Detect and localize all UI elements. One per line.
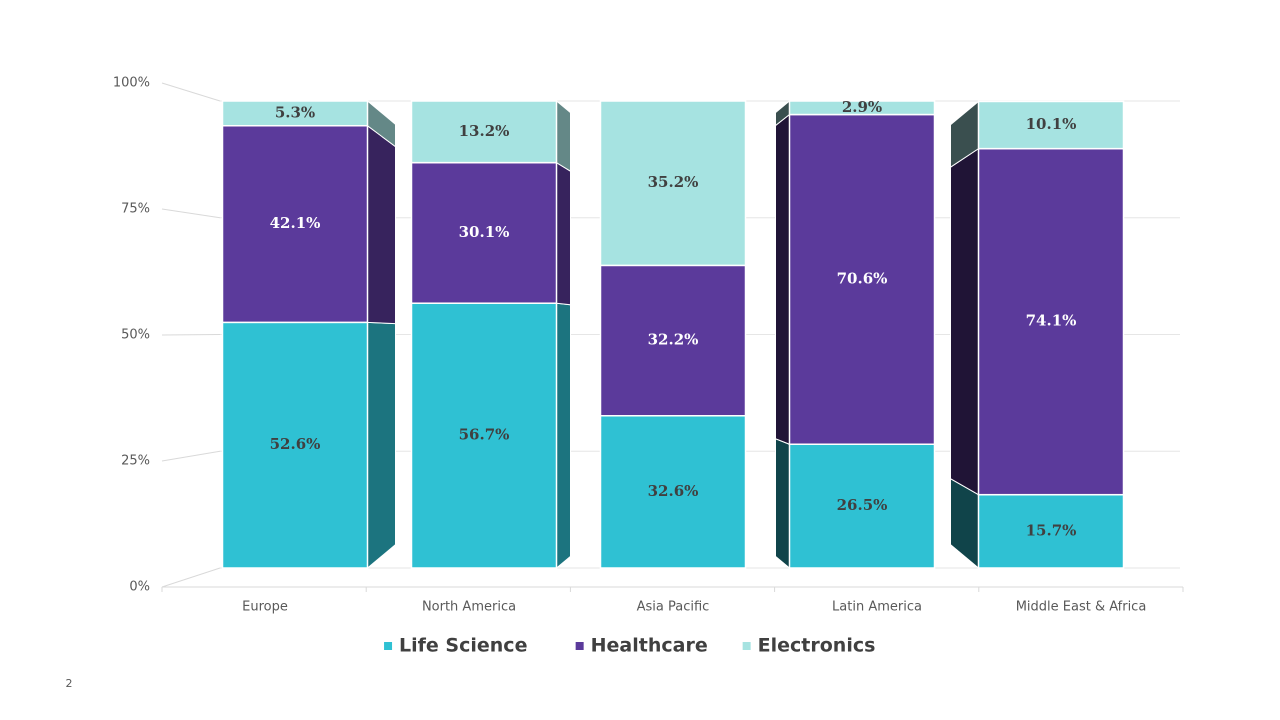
data-label: 56.7% [459,426,510,444]
bar-segment [410,302,558,569]
bar-side [556,99,571,173]
bar-segment [977,147,1125,496]
y-tick-label: 50% [121,328,150,343]
bar-segment [599,100,747,267]
legend-label: Life Science [399,635,527,657]
y-tick-label: 0% [129,580,150,595]
bar-side [367,124,396,325]
bar-segment [599,264,747,417]
x-tick-label: Asia Pacific [637,600,710,615]
bar-segment [221,321,369,569]
x-tick-label: North America [422,600,516,615]
data-label: 2.9% [842,98,882,116]
y-tick-label: 75% [121,202,150,217]
legend-label: Healthcare [591,635,708,657]
bar-side [950,147,979,496]
bar-side [367,321,396,570]
bar-segment [788,113,936,445]
y-tick-label: 25% [121,454,150,469]
x-tick-label: Middle East & Africa [1016,600,1147,615]
bar-side [775,438,790,570]
data-label: 32.6% [648,482,699,500]
data-label: 10.1% [1026,115,1077,133]
bar-segment [410,100,558,164]
slide-number: 2 [66,677,73,690]
data-label: 13.2% [459,122,510,140]
data-label: 70.6% [837,269,888,287]
bar-segment [788,443,936,569]
data-label: 42.1% [270,214,321,232]
bar-segment [599,415,747,569]
y-tick-label: 100% [113,76,150,91]
bar-segment [788,100,936,116]
legend-swatch [575,642,584,650]
data-label: 74.1% [1026,312,1077,330]
data-label: 35.2% [648,173,699,191]
bar-segment [410,161,558,304]
legend-swatch [742,642,751,650]
grid-line [161,82,221,102]
bar-segment [221,125,369,324]
data-label: 15.7% [1026,521,1077,539]
bar-side [775,113,790,445]
grid-line [161,334,221,336]
data-label: 32.2% [648,331,699,349]
bar-side [556,161,571,306]
x-tick-label: Latin America [832,600,922,615]
bar-segment [977,493,1125,569]
grid-line [161,450,221,462]
x-tick-label: Europe [242,600,288,615]
grid-line [161,567,221,588]
data-label: 30.1% [459,223,510,241]
bar-side [556,302,571,570]
data-label: 26.5% [837,496,888,514]
legend-swatch [384,642,393,650]
grid-line [161,208,221,219]
legend-label: Electronics [758,635,876,657]
data-label: 5.3% [275,103,315,121]
data-label: 52.6% [270,435,321,453]
bar-segment [221,100,369,127]
bar-segment [977,100,1125,150]
